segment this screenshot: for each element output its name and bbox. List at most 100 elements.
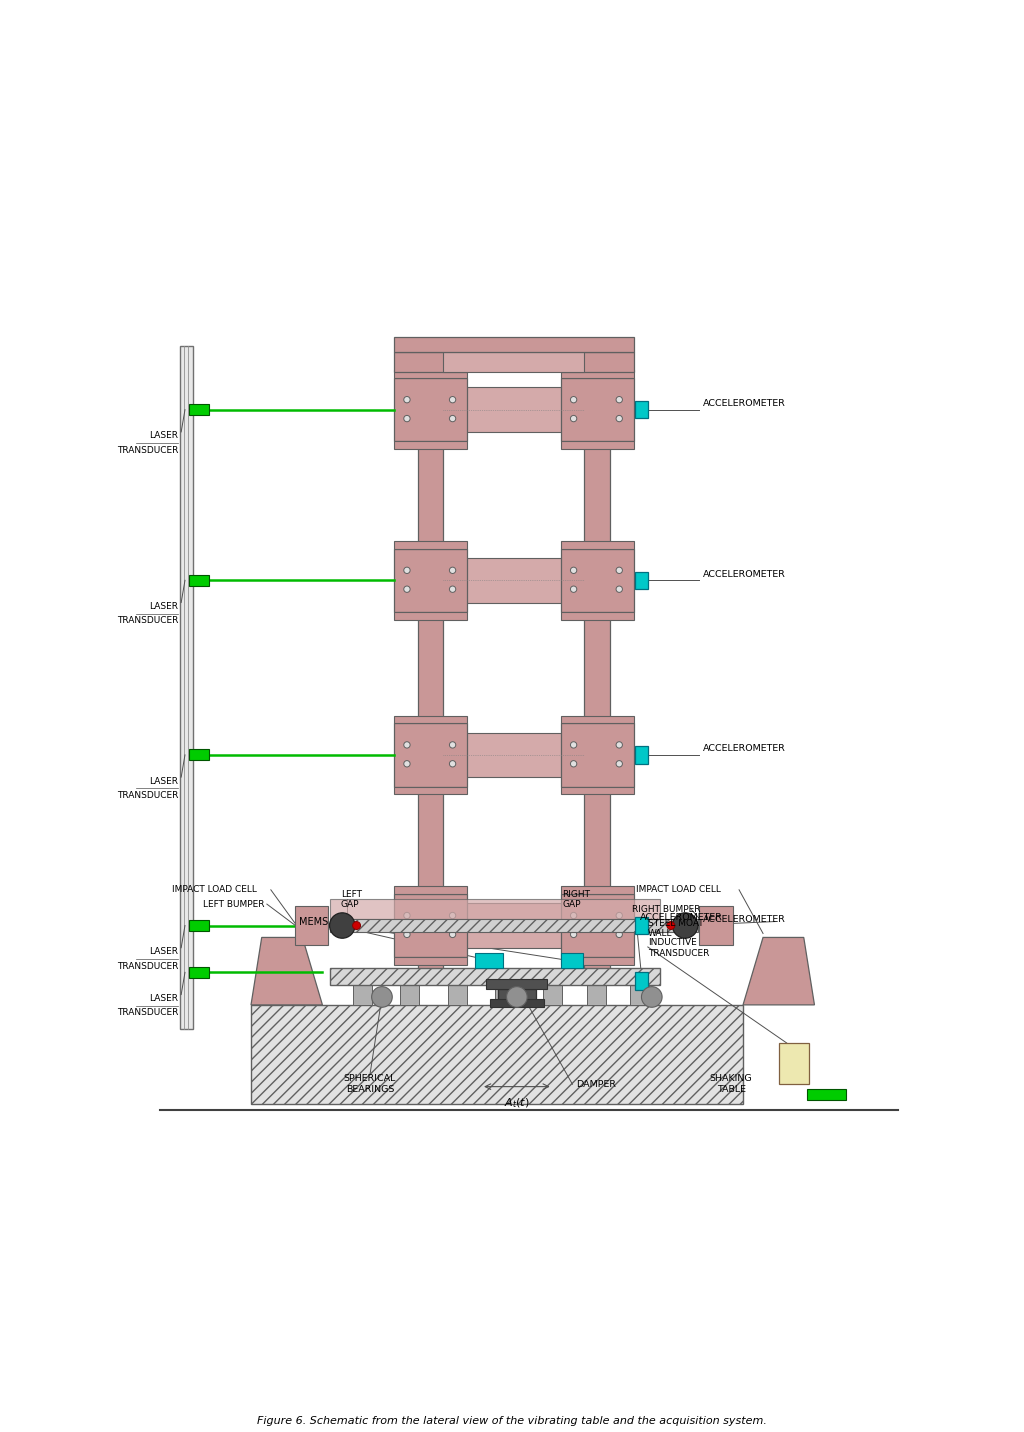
Text: IMPACT LOAD CELL: IMPACT LOAD CELL [636,885,721,895]
Circle shape [570,397,577,402]
Bar [443,733,585,778]
Circle shape [616,742,623,748]
Bar [394,886,467,894]
Bar [486,979,548,990]
Circle shape [616,586,623,593]
Circle shape [641,987,663,1007]
Circle shape [616,415,623,422]
Bar [560,957,634,965]
Bar [778,1042,809,1084]
Text: DAMPER: DAMPER [577,1080,616,1088]
Circle shape [570,742,577,748]
Text: RIGHT: RIGHT [562,891,590,899]
Bar [560,723,634,786]
Bar [475,954,504,968]
Text: LASER: LASER [150,947,178,957]
Bar [400,985,419,1005]
Bar [331,968,659,985]
Circle shape [570,912,577,919]
Circle shape [507,987,527,1007]
Text: Figure 6. Schematic from the lateral view of the vibrating table and the acquisi: Figure 6. Schematic from the lateral vie… [257,1416,767,1426]
Circle shape [450,912,456,919]
Bar [189,967,209,978]
Circle shape [403,415,411,422]
Circle shape [570,415,577,422]
Circle shape [403,760,411,768]
Bar [498,990,536,1001]
Circle shape [616,931,623,938]
Polygon shape [251,938,323,1005]
Circle shape [403,931,411,938]
Bar [394,716,467,723]
Circle shape [403,567,411,573]
Bar [560,441,634,450]
Circle shape [450,742,456,748]
Text: ACCELEROMETER: ACCELEROMETER [703,400,786,408]
Bar [560,371,634,378]
Bar [394,371,467,378]
Bar [330,919,697,932]
Text: LEFT BUMPER: LEFT BUMPER [204,899,265,908]
Bar [189,574,209,586]
Bar [631,985,649,1005]
Circle shape [570,567,577,573]
Bar [394,786,467,795]
Circle shape [616,912,623,919]
Text: ACCELEROMETER: ACCELEROMETER [703,570,786,579]
Bar [635,916,648,934]
Bar [560,886,634,894]
Circle shape [403,397,411,402]
Bar [560,378,634,441]
Circle shape [372,987,392,1007]
Bar [560,541,634,548]
Bar [496,985,514,1005]
Bar [295,905,328,945]
Text: WALL: WALL [648,929,673,938]
Text: ACCELEROMETER: ACCELEROMETER [703,745,786,753]
Circle shape [403,742,411,748]
Bar [418,351,443,977]
Circle shape [570,760,577,768]
Circle shape [667,922,675,929]
Bar [635,972,648,990]
Text: TRANSDUCER: TRANSDUCER [117,790,178,800]
Bar [443,352,585,371]
Bar [635,746,648,763]
Text: TABLE: TABLE [717,1084,745,1094]
Circle shape [330,912,355,938]
Text: SPHERICAL: SPHERICAL [344,1074,396,1083]
Bar [189,919,209,931]
Bar [447,985,467,1005]
Text: INDUCTIVE: INDUCTIVE [648,938,696,948]
Text: GAP: GAP [562,901,581,909]
Bar [394,957,467,965]
Bar [585,351,609,977]
Bar [394,541,467,548]
Text: TRANSDUCER: TRANSDUCER [117,616,178,626]
Text: BEARINGS: BEARINGS [346,1084,394,1094]
Bar [807,1088,846,1100]
Text: LASER: LASER [150,431,178,441]
Bar [189,404,209,415]
Bar [543,985,562,1005]
Bar [251,1005,743,1104]
Bar [394,611,467,620]
Bar [331,899,659,919]
Text: TRANSDUCER: TRANSDUCER [117,961,178,971]
Bar [560,716,634,723]
Bar [560,954,583,968]
Bar [560,611,634,620]
Circle shape [570,586,577,593]
Bar [394,441,467,450]
Text: TRANSDUCER: TRANSDUCER [648,949,710,958]
Text: LEFT: LEFT [341,891,361,899]
Bar [635,401,648,418]
Text: LASER: LASER [150,776,178,786]
Bar [189,749,209,760]
Circle shape [570,931,577,938]
Bar [394,894,467,957]
Bar [587,985,606,1005]
Text: ACCELEROMETER: ACCELEROMETER [640,914,723,922]
Text: TRANSDUCER: TRANSDUCER [117,1008,178,1017]
Bar [443,904,585,948]
